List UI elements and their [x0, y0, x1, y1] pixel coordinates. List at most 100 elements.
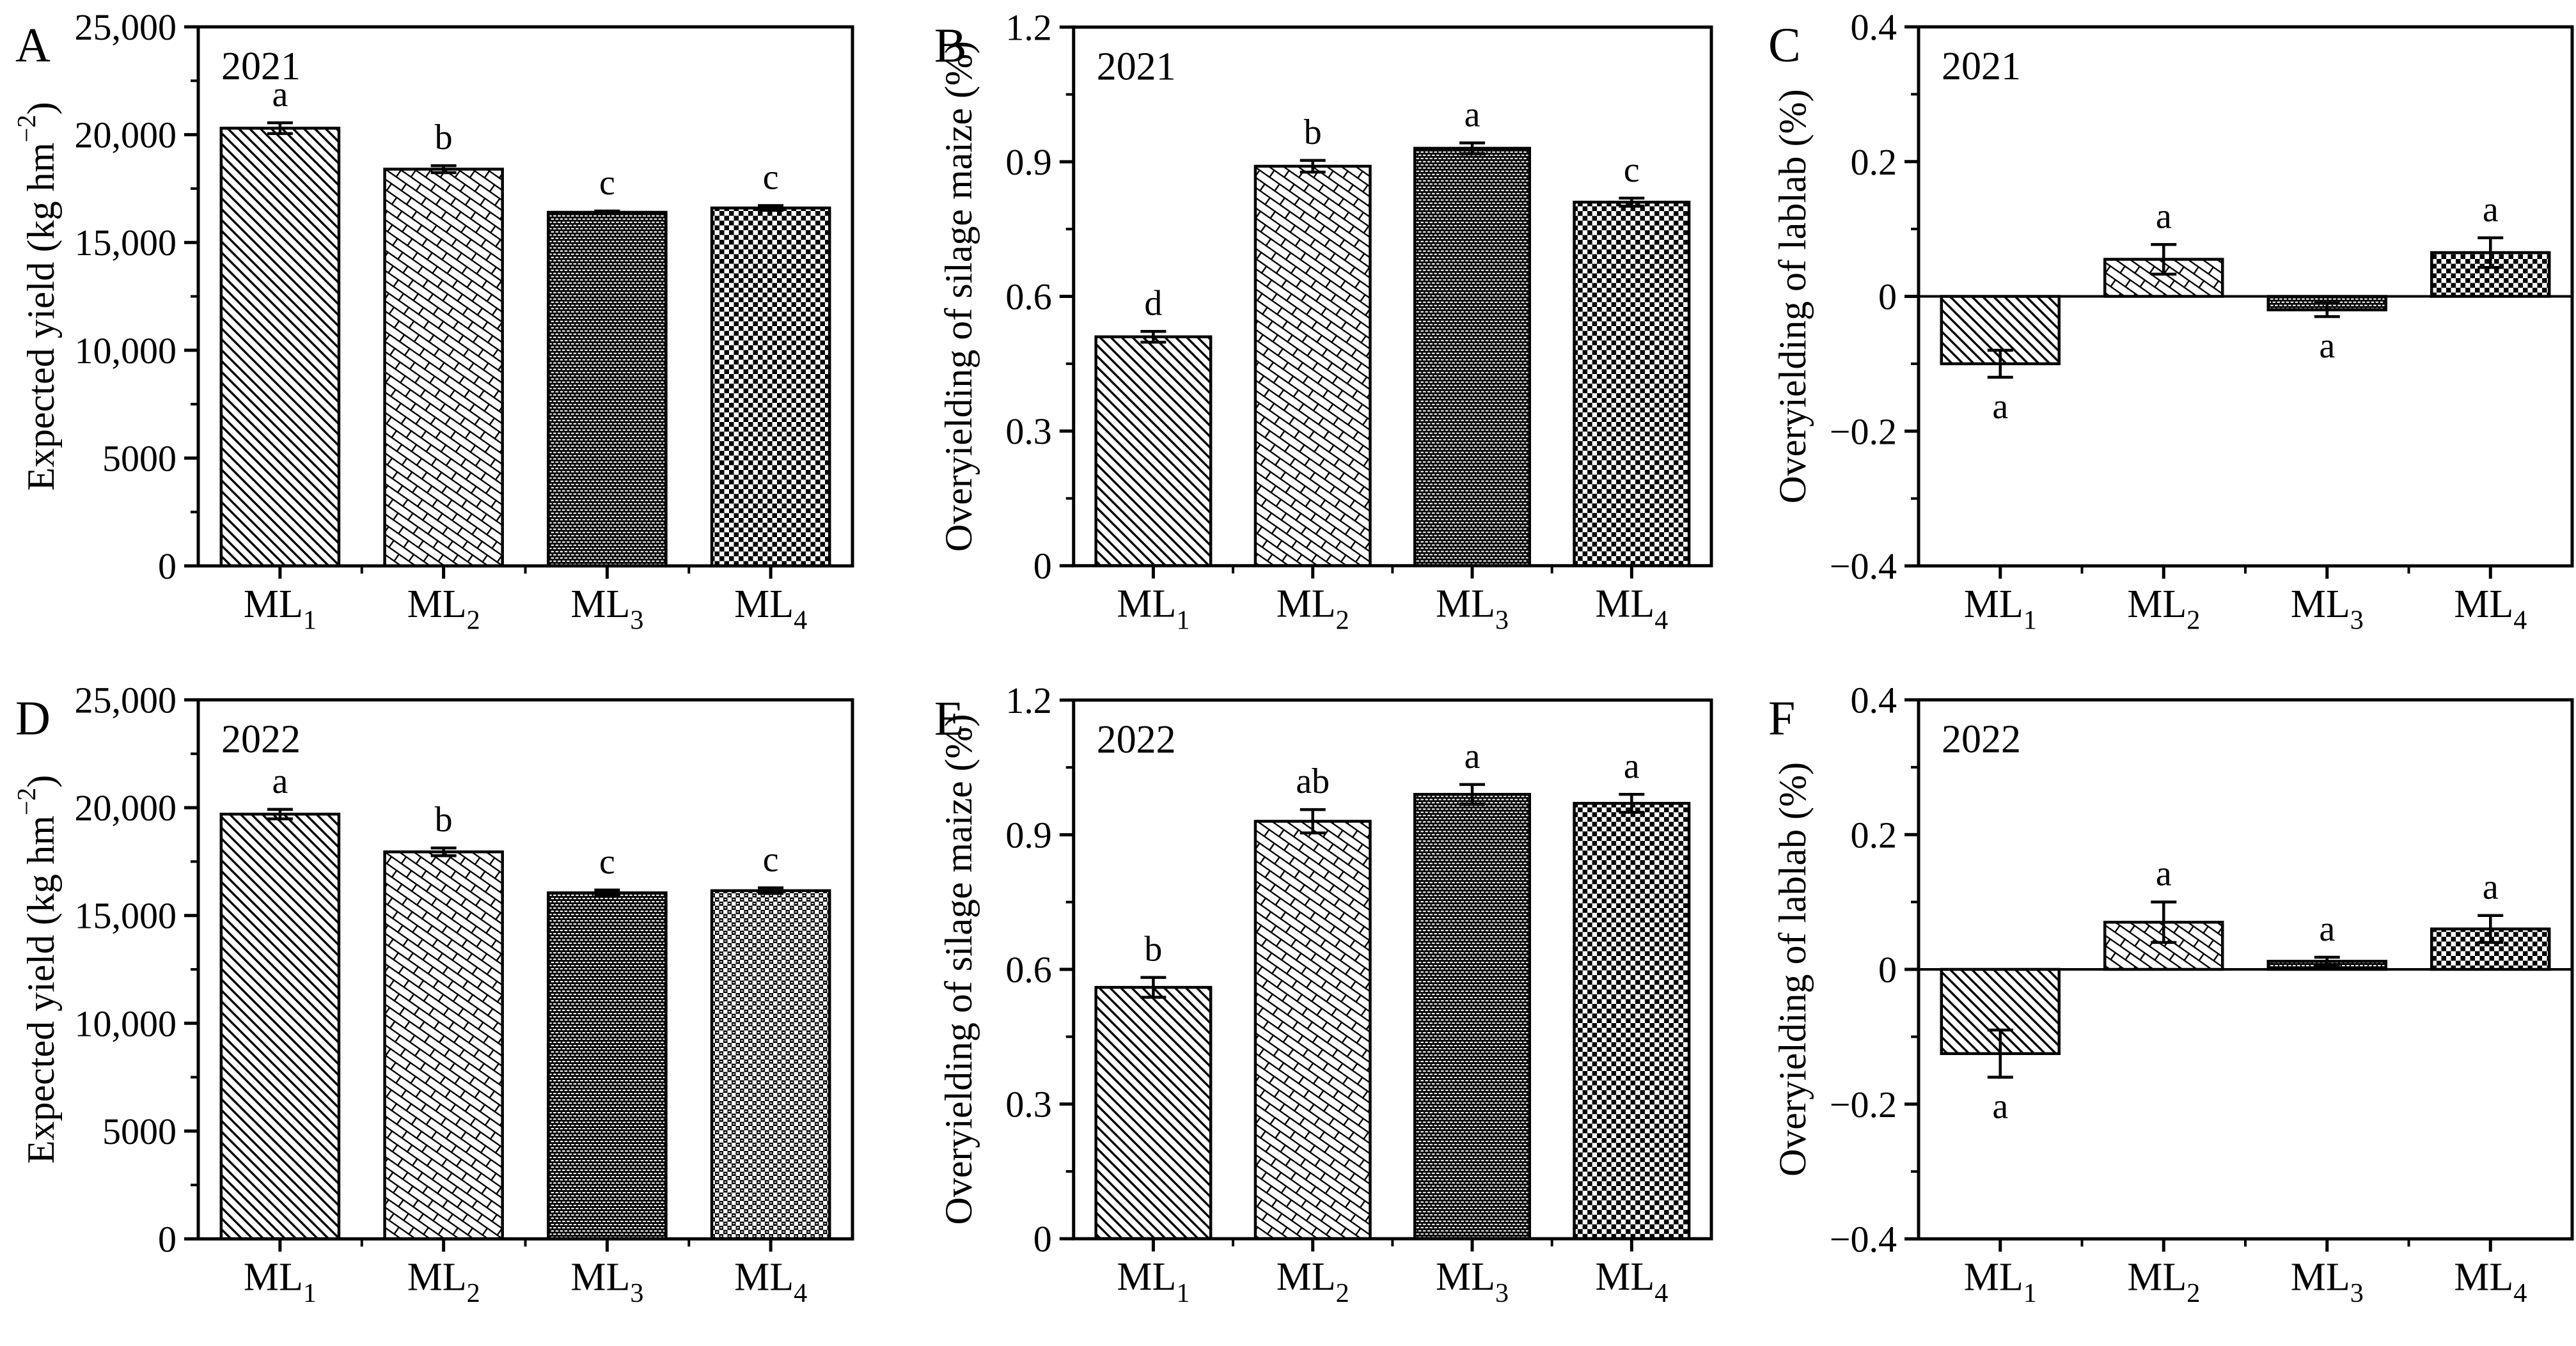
- y-tick-label: 0: [1033, 545, 1052, 587]
- sig-letter-2: b: [1304, 113, 1322, 152]
- bar-2: [1253, 820, 1372, 1240]
- bar-1: [219, 812, 341, 1240]
- y-tick-label: 25,000: [75, 680, 177, 721]
- y-tick-label: 0: [158, 545, 177, 587]
- panel-c-overyielding-lablab-2021: −0.4 −0.2 0 0.2 0.4 ML1 ML2 ML3 ML4 a a a a 2021 Overy…: [1717, 0, 2576, 673]
- y-tick-label: 10,000: [75, 330, 177, 372]
- year-label: 2022: [221, 718, 301, 762]
- chart-f: −0.4 −0.2 0 0.2 0.4 ML1 ML2 ML3 ML4 a a a a 2022 Overy…: [1768, 680, 2574, 1309]
- plot-frame: [1072, 25, 1713, 568]
- x-category-label: ML4: [1595, 1255, 1668, 1308]
- x-category-label: ML4: [734, 1256, 807, 1309]
- y-tick-label: 0.4: [1851, 680, 1897, 721]
- panel-f-overyielding-lablab-2022: −0.4 −0.2 0 0.2 0.4 ML1 ML2 ML3 ML4 a a a a 2022 Overy…: [1717, 673, 2576, 1346]
- panel-letter: B: [934, 19, 967, 72]
- bar-3: [547, 210, 668, 568]
- sig-letter-3: c: [599, 842, 615, 882]
- x-category-label: ML4: [2454, 1256, 2527, 1309]
- y-axis-label: Expected yield (kg hm−2): [12, 775, 62, 1164]
- y-tick-label: 0: [1878, 949, 1897, 990]
- sig-letter-3: a: [2319, 326, 2335, 366]
- bar-3: [1413, 146, 1532, 567]
- year-label: 2022: [1942, 718, 2021, 762]
- plot-D: 0 5000 10,000 15,000 20,000 25,000 ML1 ML2 ML3 ML…: [12, 680, 854, 1309]
- sig-letter-4: c: [1624, 150, 1640, 190]
- sig-letter-2: b: [435, 800, 453, 840]
- y-tick-label: 0: [1033, 1218, 1052, 1260]
- bar-2: [1253, 164, 1372, 567]
- x-category-label: ML1: [1964, 583, 2037, 636]
- y-tick-label: 0.6: [1005, 949, 1051, 990]
- panel-d-expected-yield-2022: 0 5000 10,000 15,000 20,000 25,000 ML1 ML2 ML3 ML…: [0, 673, 859, 1346]
- sig-letter-4: a: [2483, 868, 2499, 907]
- sig-letter-2: a: [2156, 196, 2172, 236]
- y-tick-label: 0.3: [1005, 411, 1051, 452]
- y-tick-label: 25,000: [75, 6, 177, 48]
- sig-letter-2: ab: [1296, 762, 1330, 801]
- plot-frame: [196, 25, 854, 568]
- bar-4: [1573, 802, 1691, 1240]
- y-tick-label: 0.9: [1005, 814, 1051, 856]
- sig-letter-2: a: [2156, 854, 2172, 894]
- x-category-label: ML4: [2454, 583, 2527, 636]
- y-tick-label: −0.2: [1830, 1084, 1897, 1125]
- y-tick-label: 0.2: [1851, 814, 1897, 856]
- sig-letter-1: a: [272, 75, 288, 114]
- chart-c: −0.4 −0.2 0 0.2 0.4 ML1 ML2 ML3 ML4 a a a a 2021 Overy…: [1768, 6, 2574, 636]
- y-axis-label: Overyielding of lablab (%): [1771, 89, 1814, 503]
- y-tick-label: 1.2: [1005, 6, 1051, 48]
- x-category-label: ML2: [2127, 1256, 2200, 1309]
- panel-letter: E: [934, 692, 964, 746]
- sig-letter-3: a: [1465, 737, 1480, 776]
- sig-letter-3: a: [1465, 95, 1480, 134]
- sig-letter-2: b: [435, 118, 453, 157]
- panel-letter: A: [15, 19, 51, 72]
- chart-d: 0 5000 10,000 15,000 20,000 25,000 ML1 ML2 ML3 ML…: [12, 680, 854, 1309]
- y-axis-label: Overyielding of silage maize (%): [938, 41, 980, 552]
- y-tick-label: 5000: [102, 1111, 177, 1152]
- year-label: 2022: [1097, 718, 1176, 762]
- bar-2: [383, 168, 504, 568]
- plot-E: 0 0.3 0.6 0.9 1.2 ML1 ML2 ML3 ML4 b ab a a 2022 Overyi…: [934, 680, 1713, 1308]
- bar-4: [710, 206, 831, 568]
- year-label: 2021: [1097, 45, 1176, 88]
- y-tick-label: 0.4: [1851, 6, 1897, 48]
- y-tick-label: −0.4: [1830, 545, 1897, 587]
- x-category-label: ML3: [570, 583, 643, 636]
- sig-letter-1: d: [1144, 283, 1162, 323]
- year-label: 2021: [221, 45, 301, 88]
- x-category-label: ML1: [1964, 1256, 2037, 1309]
- bar-1: [1094, 985, 1213, 1240]
- x-category-label: ML2: [1276, 1255, 1349, 1308]
- x-category-label: ML3: [570, 1256, 643, 1309]
- sig-letter-3: a: [2319, 909, 2335, 949]
- y-axis-label: Overyielding of lablab (%): [1771, 762, 1814, 1177]
- y-tick-label: 0.9: [1005, 141, 1051, 183]
- chart-b: 0 0.3 0.6 0.9 1.2 ML1 ML2 ML3 ML4 d b a c 2021 Overyie…: [934, 6, 1713, 636]
- chart-e: 0 0.3 0.6 0.9 1.2 ML1 ML2 ML3 ML4 b ab a a 2022 Overyi…: [934, 680, 1713, 1308]
- x-category-label: ML3: [2291, 583, 2364, 636]
- sig-letter-1: a: [1992, 387, 2008, 426]
- y-tick-label: 0.6: [1005, 276, 1051, 318]
- plot-frame: [196, 698, 854, 1240]
- sig-letter-4: a: [1624, 746, 1640, 786]
- panel-a-expected-yield-2021: 0 5000 10,000 15,000 20,000 25,000 ML1 ML2 ML3 ML…: [0, 0, 859, 673]
- x-category-label: ML1: [1117, 583, 1190, 636]
- plot-F: −0.4 −0.2 0 0.2 0.4 ML1 ML2 ML3 ML4 a a a a 2022 Overy…: [1768, 680, 2574, 1309]
- x-category-label: ML3: [2291, 1256, 2364, 1309]
- x-category-label: ML3: [1436, 583, 1509, 636]
- y-tick-label: −0.4: [1830, 1219, 1897, 1260]
- y-tick-label: 5000: [102, 437, 177, 479]
- panel-letter: F: [1768, 692, 1795, 746]
- bar-1: [1094, 335, 1213, 567]
- y-tick-label: 0: [158, 1219, 177, 1260]
- plot-frame: [1917, 698, 2574, 1240]
- panel-b-overyielding-maize-2021: 0 0.3 0.6 0.9 1.2 ML1 ML2 ML3 ML4 d b a c 2021 Overyie…: [859, 0, 1717, 673]
- plot-A: 0 5000 10,000 15,000 20,000 25,000 ML1 ML2 ML3 ML…: [12, 6, 854, 636]
- bar-2: [383, 850, 504, 1240]
- y-tick-label: 15,000: [75, 895, 177, 937]
- x-category-label: ML1: [1117, 1255, 1190, 1308]
- sig-letter-1: b: [1144, 930, 1162, 969]
- y-axis-label: Overyielding of silage maize (%): [938, 714, 980, 1225]
- y-axis-label: Expected yield (kg hm−2): [12, 102, 62, 490]
